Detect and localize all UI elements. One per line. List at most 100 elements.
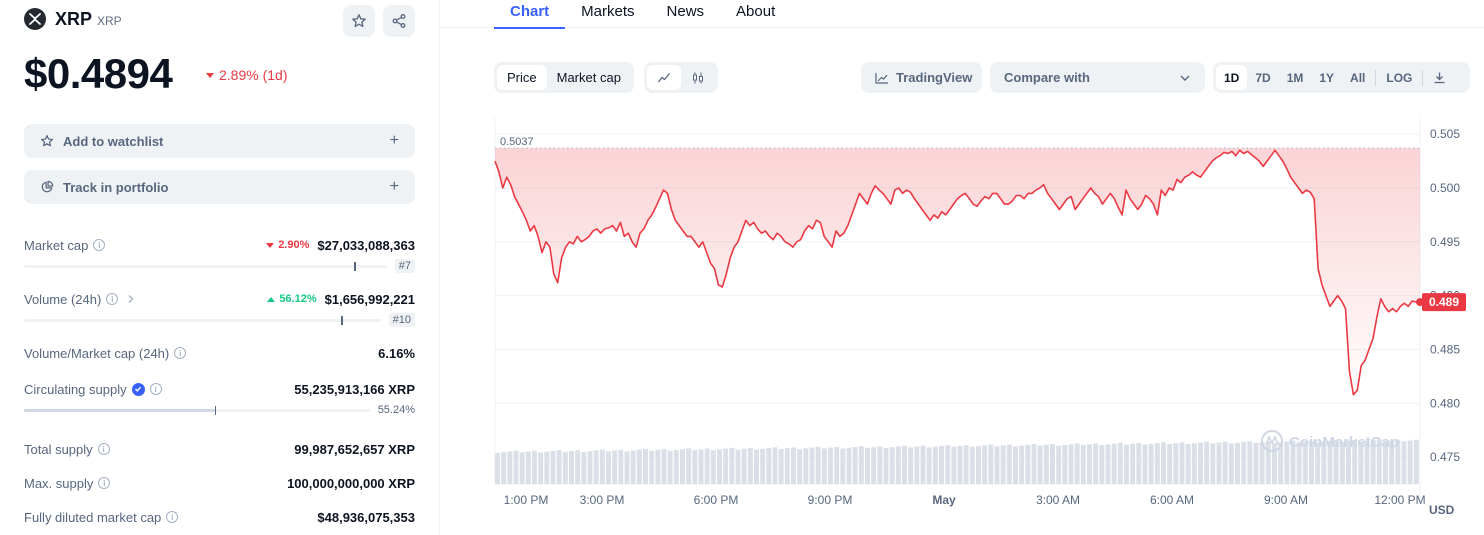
info-icon[interactable]: i [174,347,187,359]
tab-about[interactable]: About [736,3,776,20]
volume-bar [507,451,513,484]
volume-bar [544,451,550,484]
volume-bar [495,453,500,484]
portfolio-label: Track in portfolio [63,179,169,195]
download-button[interactable] [1425,65,1454,90]
volume-bar [797,449,803,484]
volume-bar [569,450,574,484]
volume-bar [1302,441,1308,484]
info-icon[interactable]: i [97,443,110,455]
tab-news[interactable]: News [666,3,705,20]
market-cap-label: Market cap [24,237,89,253]
coin-name: XRP [55,8,93,29]
volume-bar [1401,441,1407,484]
stat-volume: Volume (24h) i 56.12% $1,656,992,221 #10 [24,290,415,327]
volume-bar [1179,442,1185,484]
line-chart-button[interactable] [647,65,681,90]
tab-markets[interactable]: Markets [581,3,635,20]
volume-bar [815,446,821,484]
volume-bar [1056,445,1062,484]
volume-bar [747,447,753,484]
vol-mcap-label: Volume/Market cap (24h) [24,345,170,361]
volume-bar [692,450,698,484]
chevron-right-icon[interactable] [126,294,136,304]
volume-bar [877,446,883,484]
volume-bar [538,452,544,484]
volume-bar [575,450,581,484]
compare-label: Compare with [1004,70,1090,85]
add-to-watchlist-button[interactable]: Add to watchlist + [24,124,415,158]
info-icon[interactable]: i [166,511,179,523]
volume-bar [501,452,507,484]
volume-bar [587,451,593,484]
x-tick-label: 1:00 PM [504,493,549,507]
volume-change-value: 56.12% [279,293,317,305]
info-icon[interactable]: i [93,239,106,251]
stat-circulating-supply: Circulating supply i 55,235,913,166 XRP … [24,380,415,417]
compare-with-dropdown[interactable]: Compare with [990,62,1205,93]
info-icon[interactable]: i [106,293,119,305]
volume-bar [1117,442,1123,484]
range-1m[interactable]: 1M [1286,70,1304,85]
y-tick-label: 0.475 [1430,450,1460,464]
volume-bar [1407,440,1413,484]
y-tick-label: 0.495 [1430,235,1460,249]
up-arrow-icon [267,296,276,302]
fdv-value: $48,936,075,353 [317,509,415,525]
track-in-portfolio-button[interactable]: Track in portfolio + [24,170,415,204]
volume-bar [1235,442,1240,484]
down-arrow-icon [206,72,214,78]
volume-bar [1154,443,1160,484]
watchlist-label: Add to watchlist [63,133,164,149]
volume-bar [1074,443,1080,484]
volume-bar [809,447,815,484]
price-chart[interactable]: CoinMarketCap 0.5050.5000.4950.4900.4850… [440,110,1484,535]
range-1d[interactable]: 1D [1216,65,1248,90]
range-7d[interactable]: 7D [1255,70,1271,85]
log-scale-toggle[interactable]: LOG [1386,70,1413,85]
chart-type-toggle [644,62,718,93]
info-icon[interactable]: i [149,383,162,395]
volume-bar [1006,444,1012,484]
star-button[interactable] [343,5,375,37]
volume-value: $1,656,992,221 [324,291,415,307]
volume-bar [1284,441,1290,484]
volume-bar [562,451,568,484]
volume-bar [852,446,858,484]
tradingview-button[interactable]: TradingView [861,62,982,93]
volume-bar [723,448,729,484]
volume-bar [791,447,796,484]
volume-bar [1272,442,1277,484]
volume-bar [624,451,630,484]
volume-bar [846,447,852,484]
stat-volume-market-cap: Volume/Market cap (24h) i 6.16% [24,344,415,362]
verified-check-icon [131,382,145,396]
x-tick-label: 3:00 PM [580,493,625,507]
price-mode-market-cap[interactable]: Market cap [556,70,621,85]
x-tick-label: May [932,493,956,507]
stat-fully-diluted-market-cap: Fully diluted market cap i $48,936,075,35… [24,508,415,526]
coin-symbol: XRP [97,13,122,28]
volume-bar [1130,443,1136,484]
price-mode-price[interactable]: Price [497,65,547,90]
tab-chart[interactable]: Chart [494,0,566,29]
volume-bar [618,449,624,484]
range-1y[interactable]: 1Y [1319,70,1335,85]
coin-stats-panel: XRP XRP $0.4894 2.89% (1d) Add to watchl… [0,0,440,535]
volume-bar [1383,441,1388,484]
volume-bar [1093,443,1099,484]
volume-bar [945,445,951,484]
price-mode-toggle: Price Market cap [494,62,634,93]
y-tick-label: 0.480 [1430,396,1460,410]
stat-total-supply: Total supply i 99,987,652,657 XRP [24,440,415,458]
star-icon [352,14,366,28]
info-icon[interactable]: i [98,477,111,489]
xrp-logo-icon [24,8,46,30]
candlestick-button[interactable] [681,65,715,90]
last-price-tag-text: 0.489 [1429,295,1459,309]
volume-bar [760,448,766,484]
coinmarketcap-watermark: CoinMarketCap [1261,430,1399,452]
share-button[interactable] [383,5,415,37]
volume-bar [1210,443,1216,484]
range-all[interactable]: All [1350,70,1366,85]
